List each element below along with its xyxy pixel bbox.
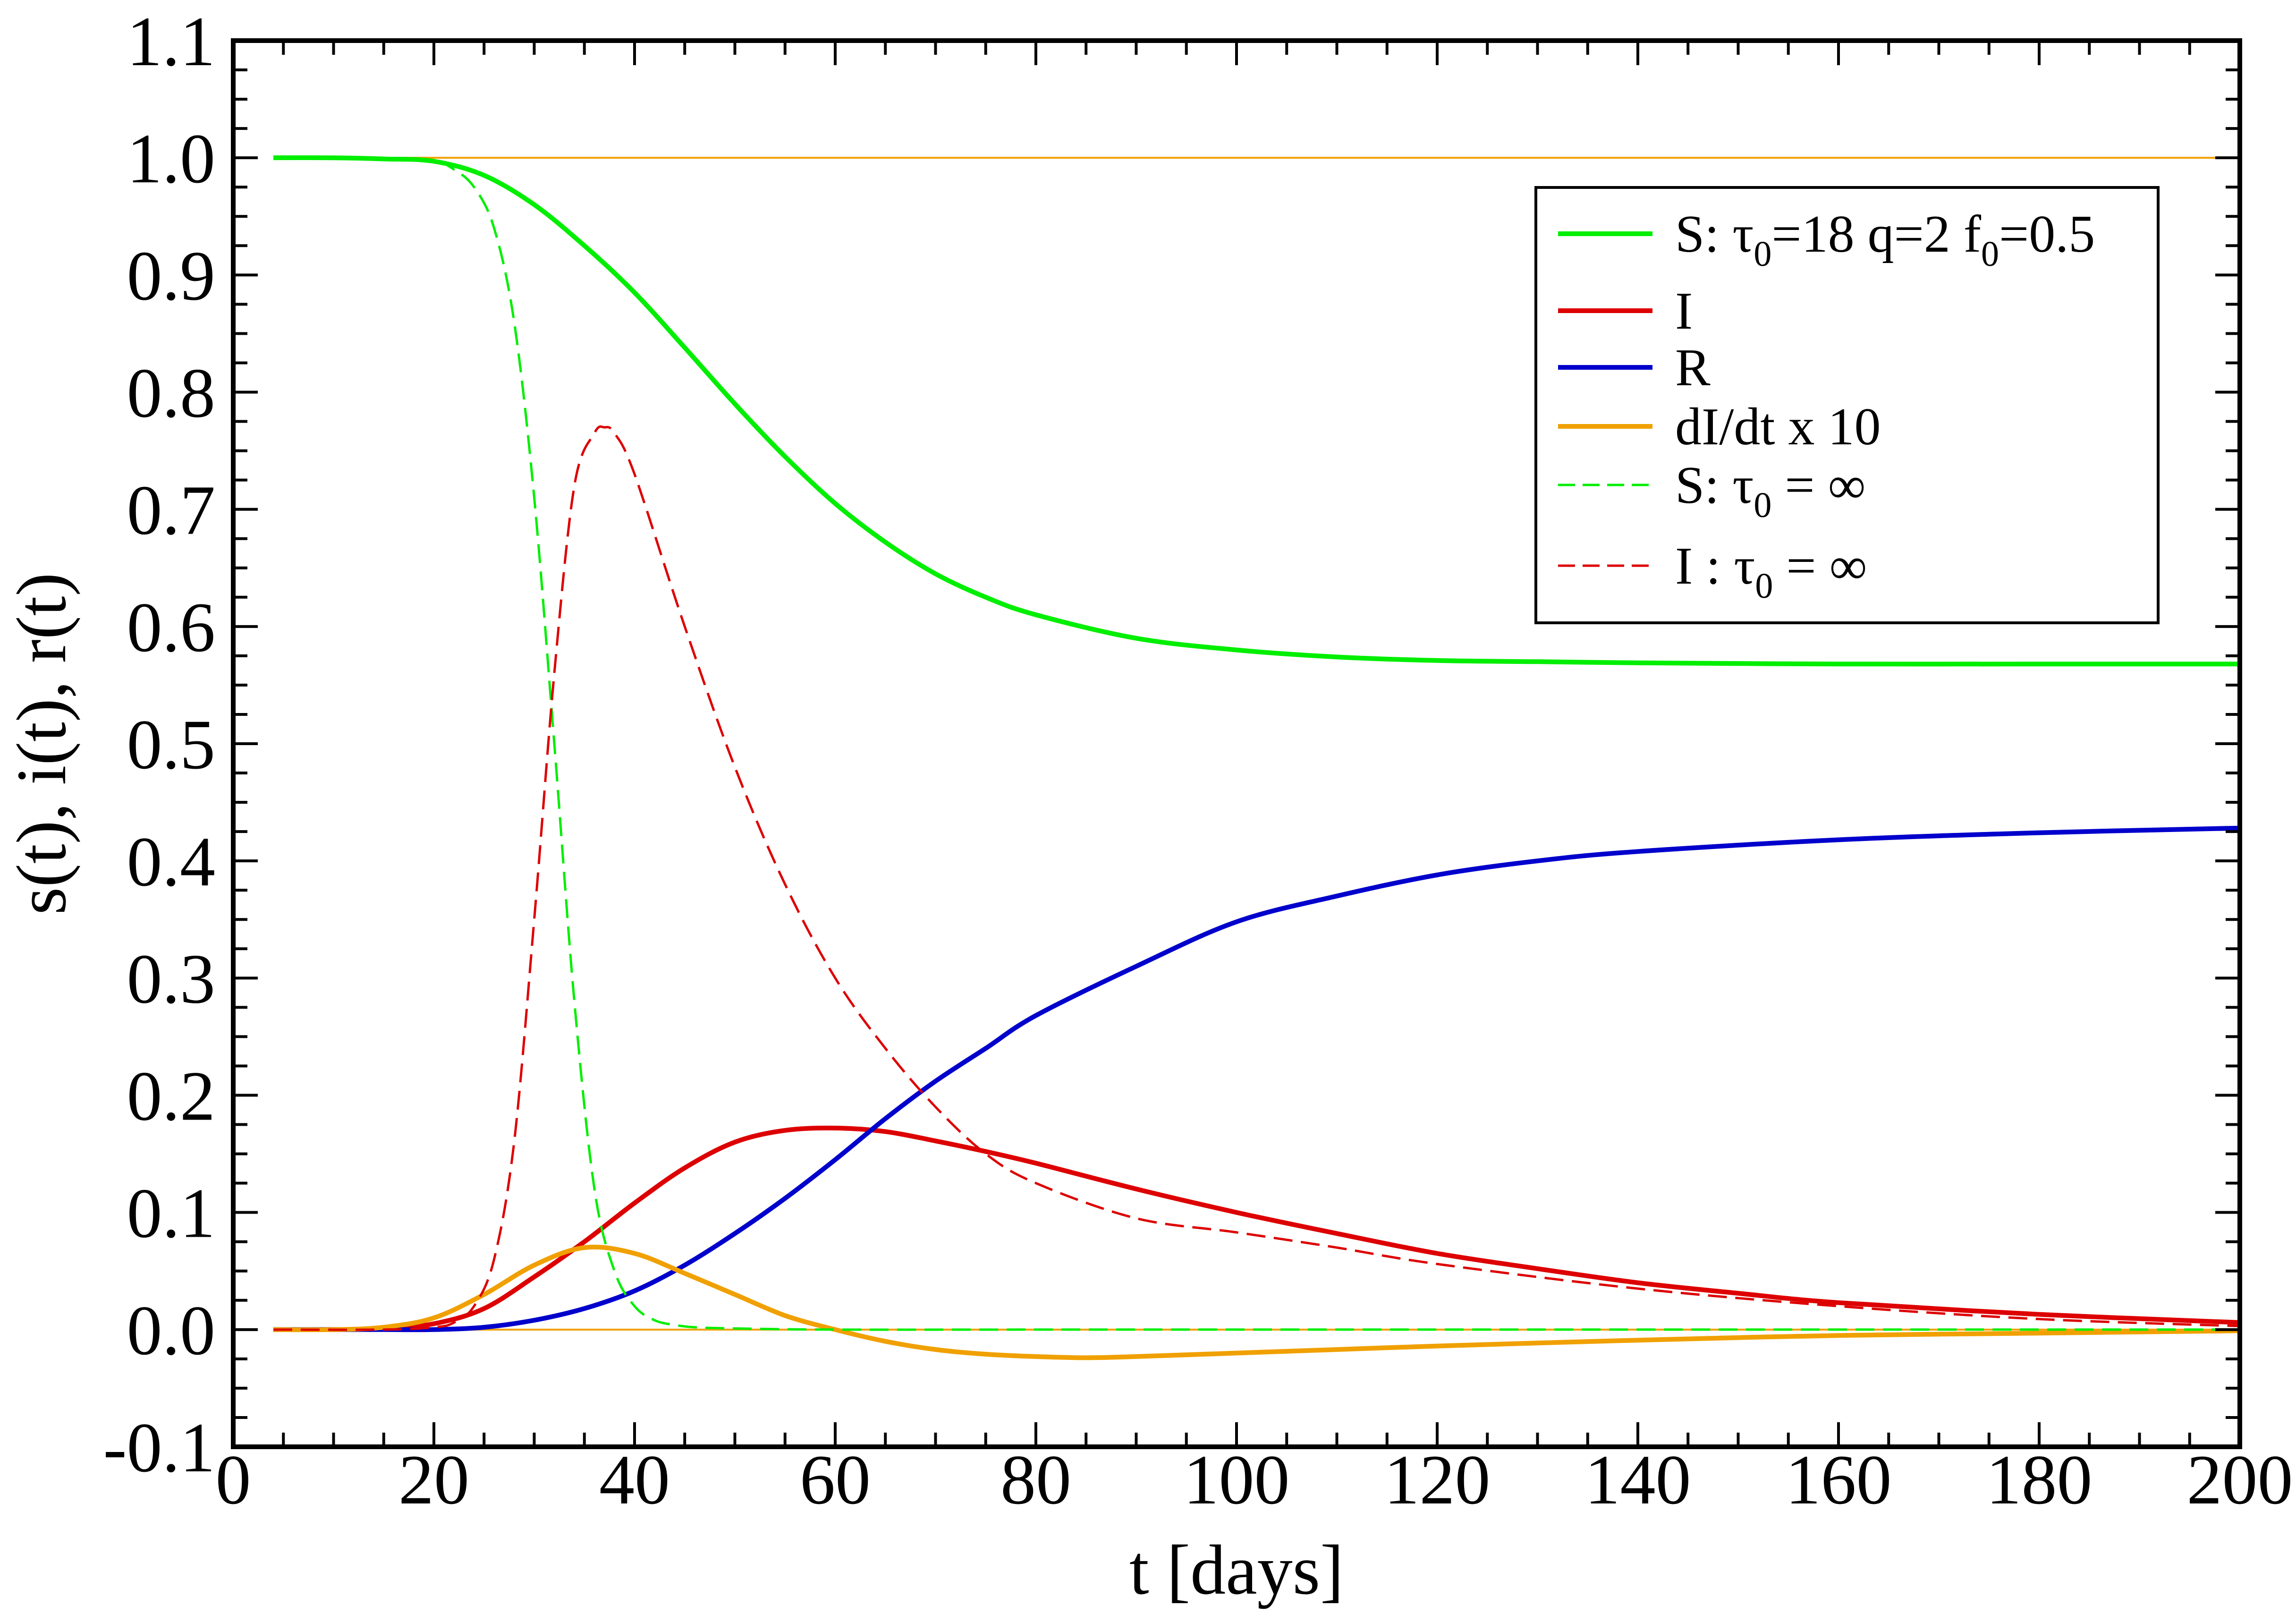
legend-box bbox=[1534, 186, 2160, 624]
y-tick-label: 0.5 bbox=[127, 705, 216, 784]
x-tick-label: 140 bbox=[1585, 1441, 1691, 1519]
x-axis-title: t [days] bbox=[1129, 1531, 1344, 1609]
y-tick-label: 0.4 bbox=[127, 823, 216, 901]
legend-text-part: = ∞ bbox=[1773, 537, 1867, 595]
series-line-3 bbox=[273, 1244, 2240, 1360]
legend-label-0: S: τ0=18 q=2 f0=0.5 bbox=[1675, 205, 2095, 274]
x-tick-label: 100 bbox=[1184, 1441, 1290, 1519]
x-tick-label: 180 bbox=[1986, 1441, 2093, 1519]
legend-text-part: I bbox=[1675, 282, 1693, 340]
y-tick-label: 0.8 bbox=[127, 354, 216, 433]
legend-subscript: 0 bbox=[1754, 485, 1771, 525]
legend-label-2: R bbox=[1675, 339, 1711, 397]
series-line-0 bbox=[273, 155, 2240, 667]
legend-label-5: I : τ0 = ∞ bbox=[1675, 537, 1867, 606]
series-line-1 bbox=[273, 1125, 2240, 1332]
x-tick-labels: 0 20 40 60 80 100 120 140 160 180 200 bbox=[216, 1441, 2293, 1519]
x-tick-label: 120 bbox=[1384, 1441, 1491, 1519]
series-layer bbox=[273, 155, 2240, 1360]
x-tick-label: 160 bbox=[1786, 1441, 1892, 1519]
legend-text-part: =18 q=2 f bbox=[1771, 205, 1981, 263]
legend-label-4: S: τ0 = ∞ bbox=[1675, 456, 1865, 525]
y-axis-title: s(t), i(t), r(t) bbox=[2, 573, 81, 915]
legend-text-part: S: τ bbox=[1675, 456, 1754, 515]
x-tick-label: 0 bbox=[216, 1441, 251, 1519]
legend-subscript: 0 bbox=[1755, 566, 1773, 606]
x-tick-label: 200 bbox=[2187, 1441, 2293, 1519]
legend-label-1: I bbox=[1675, 282, 1693, 340]
y-tick-label: 0.2 bbox=[127, 1057, 216, 1136]
y-tick-label: 1.0 bbox=[127, 119, 216, 198]
x-tick-label: 20 bbox=[398, 1441, 469, 1519]
y-tick-label: 0.6 bbox=[127, 588, 216, 667]
legend-text-part: =0.5 bbox=[1999, 205, 2095, 263]
legend-text-part: R bbox=[1675, 339, 1711, 397]
legend-subscript: 0 bbox=[1981, 234, 1999, 274]
y-tick-label: 0.3 bbox=[127, 940, 216, 1018]
series-line-5 bbox=[273, 425, 2240, 1331]
y-tick-label: 0.7 bbox=[127, 471, 216, 550]
series-line-2 bbox=[273, 825, 2240, 1333]
legend-text-part: S: τ bbox=[1675, 205, 1754, 263]
y-tick-labels: -0.1 0.0 0.1 0.2 0.3 0.4 0.5 0.6 0.7 0.8 0.9 1.0 1.1 bbox=[103, 2, 215, 1487]
series-line-4 bbox=[273, 156, 2240, 1331]
x-tick-label: 40 bbox=[599, 1441, 670, 1519]
legend-text-part: = ∞ bbox=[1771, 456, 1865, 515]
x-tick-label: 80 bbox=[1000, 1441, 1071, 1519]
legend-text-part: dI/dt x 10 bbox=[1675, 398, 1881, 456]
y-tick-label: 0.1 bbox=[127, 1174, 216, 1253]
x-tick-label: 60 bbox=[800, 1441, 871, 1519]
legend-subscript: 0 bbox=[1754, 234, 1771, 274]
y-tick-label: 0.9 bbox=[127, 237, 216, 315]
y-tick-label: -0.1 bbox=[103, 1409, 215, 1487]
y-tick-label: 0.0 bbox=[127, 1291, 216, 1370]
y-tick-label: 1.1 bbox=[127, 2, 216, 81]
legend-text-part: I : τ bbox=[1675, 537, 1755, 595]
axis-ticks bbox=[232, 39, 2241, 1448]
legend-label-3: dI/dt x 10 bbox=[1675, 398, 1881, 456]
